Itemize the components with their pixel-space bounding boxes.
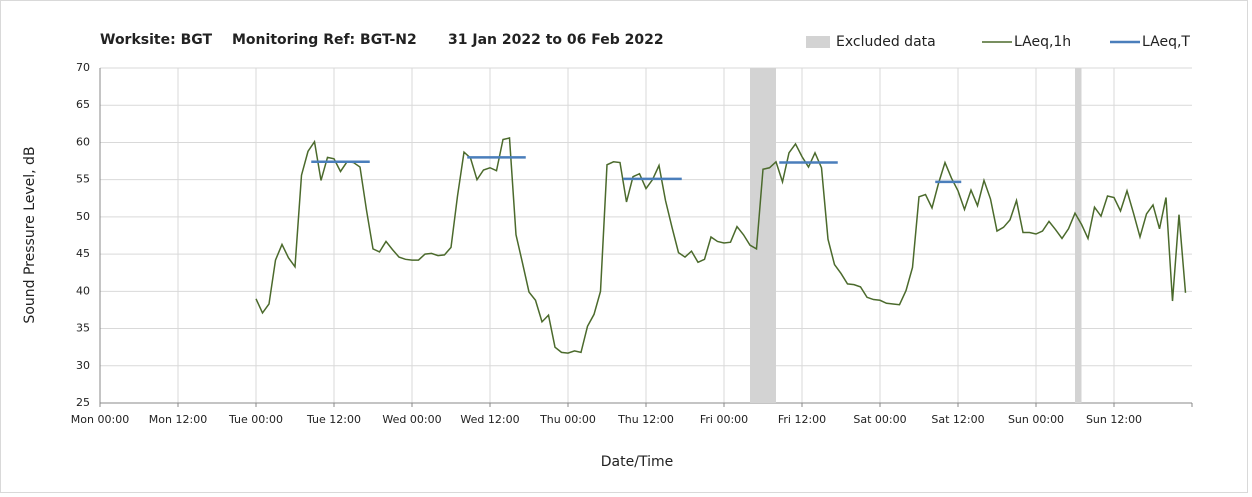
x-tick-label: Mon 12:00: [149, 413, 207, 426]
y-tick-label: 40: [76, 284, 90, 297]
y-tick-label: 55: [76, 173, 90, 186]
x-tick-label: Fri 00:00: [700, 413, 748, 426]
y-axis-label: Sound Pressure Level, dB: [22, 146, 38, 323]
title-dates: 31 Jan 2022 to 06 Feb 2022: [448, 32, 664, 48]
x-tick-label: Mon 00:00: [71, 413, 129, 426]
x-tick-label: Sat 12:00: [931, 413, 984, 426]
y-tick-label: 25: [76, 396, 90, 409]
legend-swatch: [806, 36, 830, 48]
x-tick-label: Wed 12:00: [460, 413, 519, 426]
legend-label: LAeq,T: [1142, 34, 1190, 50]
y-tick-label: 50: [76, 210, 90, 223]
y-tick-label: 35: [76, 322, 90, 335]
title-worksite: Worksite: BGT: [100, 32, 212, 48]
y-tick-label: 65: [76, 98, 90, 111]
x-tick-label: Thu 12:00: [617, 413, 674, 426]
legend-label: LAeq,1h: [1014, 34, 1071, 50]
excluded-band: [750, 68, 776, 403]
x-tick-label: Wed 00:00: [382, 413, 441, 426]
y-tick-label: 60: [76, 135, 90, 148]
x-tick-label: Fri 12:00: [778, 413, 826, 426]
x-tick-label: Tue 00:00: [228, 413, 283, 426]
x-tick-label: Sun 00:00: [1008, 413, 1064, 426]
legend-label: Excluded data: [836, 34, 936, 50]
y-tick-label: 45: [76, 247, 90, 260]
x-tick-label: Sun 12:00: [1086, 413, 1142, 426]
y-tick-label: 30: [76, 359, 90, 372]
line-series: [255, 137, 1187, 354]
x-axis-label: Date/Time: [601, 454, 673, 470]
title-ref: Monitoring Ref: BGT-N2: [232, 32, 417, 48]
x-tick-label: Sat 00:00: [853, 413, 906, 426]
excluded-band: [1075, 68, 1082, 403]
x-tick-label: Tue 12:00: [306, 413, 361, 426]
x-tick-label: Thu 00:00: [539, 413, 596, 426]
y-tick-label: 70: [76, 61, 90, 74]
